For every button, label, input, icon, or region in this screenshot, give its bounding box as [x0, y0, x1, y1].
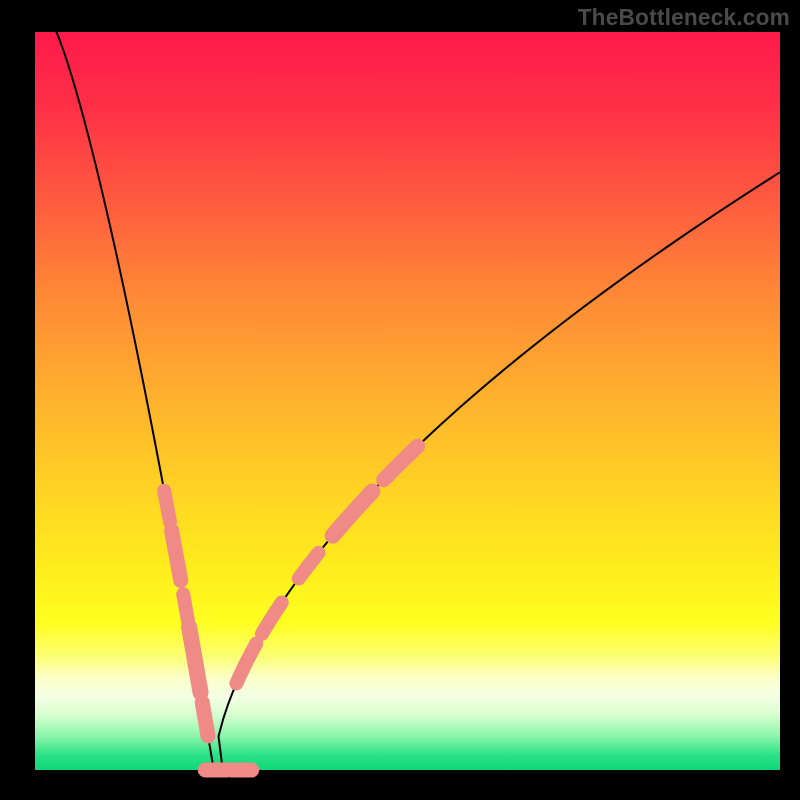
curve-marker — [172, 531, 181, 581]
chart-frame: TheBottleneck.com — [0, 0, 800, 800]
curve-marker — [189, 627, 201, 693]
curve-marker — [202, 702, 208, 736]
chart-svg — [35, 32, 780, 770]
plot-area — [35, 32, 780, 770]
curve-marker — [183, 594, 188, 622]
watermark-text: TheBottleneck.com — [578, 4, 790, 31]
curve-marker — [164, 491, 170, 522]
